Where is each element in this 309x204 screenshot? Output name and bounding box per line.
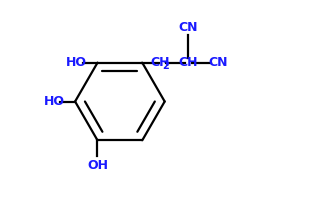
Text: CH: CH (150, 56, 170, 69)
Text: OH: OH (87, 158, 108, 171)
Text: 2: 2 (163, 60, 169, 70)
Text: CN: CN (178, 21, 198, 34)
Text: CH: CH (178, 56, 198, 69)
Text: HO: HO (44, 94, 65, 108)
Text: CN: CN (209, 56, 228, 69)
Text: HO: HO (66, 56, 87, 69)
